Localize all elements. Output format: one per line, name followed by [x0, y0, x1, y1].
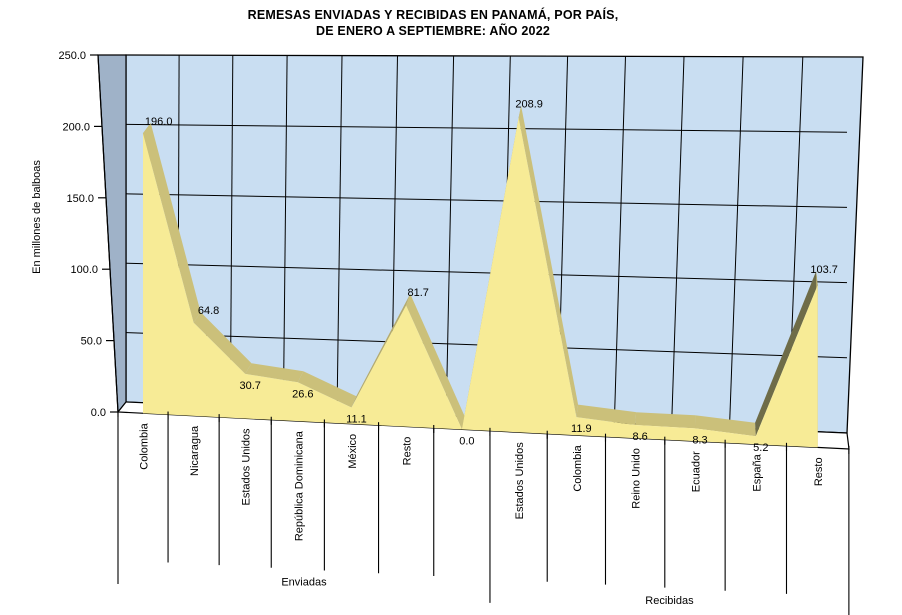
category-label: Colombia: [572, 444, 584, 491]
h-gridline: [125, 193, 848, 208]
category-label: República Dominicana: [293, 430, 305, 541]
category-label: Reino Unido: [631, 448, 643, 509]
y-tick-label: 0.0: [91, 407, 106, 419]
series-top-surface: [635, 412, 696, 429]
series-top-surface: [755, 271, 818, 437]
y-tick-label: 50.0: [81, 336, 102, 348]
data-label: 5.2: [753, 442, 768, 454]
category-label: México: [347, 434, 359, 469]
category-label: Nicaragua: [189, 425, 201, 476]
v-gridline: [728, 56, 744, 428]
v-gridline: [445, 55, 455, 416]
data-label: 26.6: [292, 388, 313, 400]
chart-title-line2: DE ENERO A SEPTIEMBRE: AÑO 2022: [315, 24, 551, 38]
v-gridline: [613, 56, 626, 424]
v-gridline: [282, 55, 288, 409]
series-top-surface: [143, 123, 201, 323]
series-top-surface: [245, 363, 304, 383]
data-label: 8.3: [692, 434, 707, 446]
h-gridline: [125, 123, 848, 133]
series-top-surface: [576, 404, 637, 425]
data-label: 11.9: [571, 423, 592, 435]
data-label: 103.7: [810, 264, 838, 276]
series-top-surface: [297, 371, 357, 408]
data-label: 208.9: [515, 99, 543, 111]
data-label: 81.7: [407, 287, 428, 299]
category-label: Resto: [813, 457, 825, 486]
group-label: Recibidas: [645, 595, 694, 607]
series-top-surface: [351, 293, 411, 408]
category-label: Estados Unidos: [514, 442, 526, 520]
series-top-surface: [518, 105, 579, 418]
data-label: 0.0: [459, 435, 474, 447]
chart-title: REMESAS ENVIADAS Y RECIBIDAS EN PANAMÁ, …: [0, 7, 866, 39]
y-tick-label: 150.0: [66, 193, 94, 205]
category-label: Estados Unidos: [241, 428, 253, 506]
category-label: Colombia: [139, 422, 151, 469]
category-label: Ecuador: [690, 451, 702, 492]
h-gridline: [125, 262, 848, 284]
side-wall: [97, 54, 127, 414]
category-label: Resto: [402, 437, 414, 466]
series-top-surface: [193, 312, 252, 374]
chart-title-line1: REMESAS ENVIADAS Y RECIBIDAS EN PANAMÁ, …: [247, 8, 619, 22]
y-tick-label: 200.0: [62, 121, 90, 133]
series-top-surface: [695, 415, 756, 437]
series-area: [143, 117, 818, 448]
y-tick-label: 100.0: [70, 264, 98, 276]
v-gridline: [336, 55, 343, 412]
data-label: 196.0: [145, 116, 173, 128]
series-top-surface: [406, 293, 466, 430]
data-label: 11.1: [346, 413, 367, 425]
data-label: 30.7: [239, 380, 260, 392]
v-gridline: [671, 56, 685, 426]
y-tick-label: 250.0: [58, 50, 86, 62]
category-label: España: [751, 453, 763, 491]
value-axis: [97, 54, 119, 413]
y-axis-title: En millones de balboas: [31, 160, 43, 274]
data-label: 64.8: [198, 305, 219, 317]
group-label: Enviadas: [281, 576, 327, 588]
data-label: 8.6: [632, 431, 647, 443]
